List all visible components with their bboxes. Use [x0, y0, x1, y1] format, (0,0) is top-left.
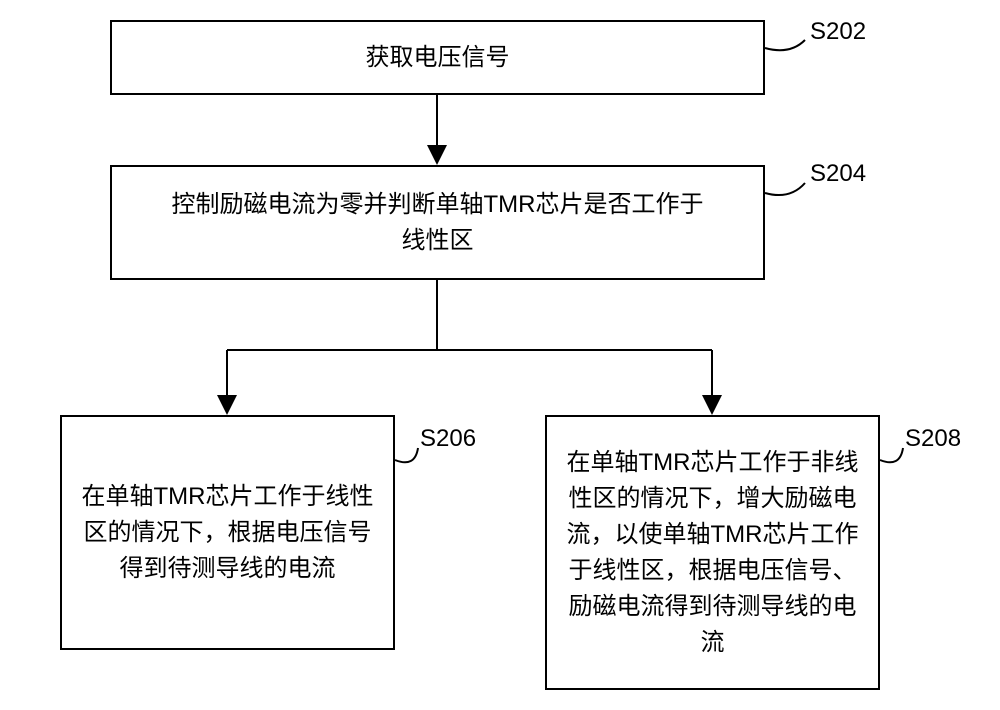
flowchart-node-s206: 在单轴TMR芯片工作于线性 区的情况下，根据电压信号 得到待测导线的电流	[60, 415, 395, 650]
node-text: 控制励磁电流为零并判断单轴TMR芯片是否工作于 线性区	[172, 187, 704, 259]
node-text: 在单轴TMR芯片工作于线性 区的情况下，根据电压信号 得到待测导线的电流	[82, 479, 374, 587]
flowchart-node-s202: 获取电压信号	[110, 20, 765, 95]
node-label-s206: S206	[420, 425, 476, 453]
node-label-s204: S204	[810, 160, 866, 188]
flowchart-node-s204: 控制励磁电流为零并判断单轴TMR芯片是否工作于 线性区	[110, 165, 765, 280]
node-label-s202: S202	[810, 18, 866, 46]
node-text: 在单轴TMR芯片工作于非线 性区的情况下，增大励磁电 流，以使单轴TMR芯片工作…	[567, 445, 859, 661]
flowchart-node-s208: 在单轴TMR芯片工作于非线 性区的情况下，增大励磁电 流，以使单轴TMR芯片工作…	[545, 415, 880, 690]
node-text: 获取电压信号	[366, 40, 510, 76]
node-label-s208: S208	[905, 425, 961, 453]
flowchart-container: 获取电压信号 S202 控制励磁电流为零并判断单轴TMR芯片是否工作于 线性区 …	[0, 0, 1000, 710]
